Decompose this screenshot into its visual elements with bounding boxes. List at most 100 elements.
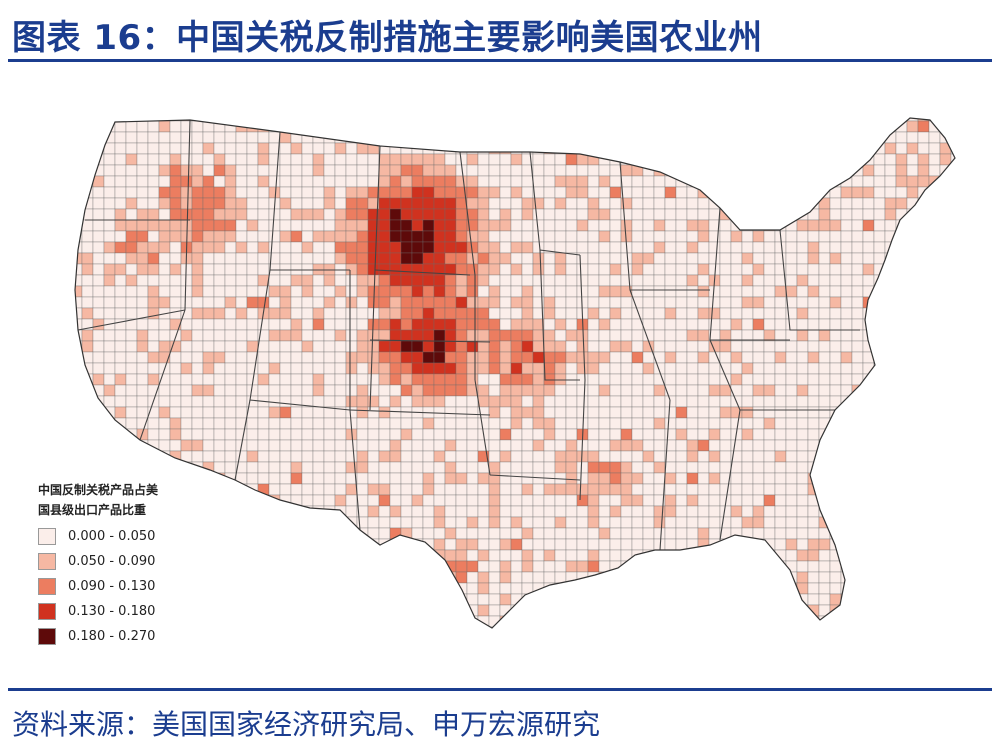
county-cell bbox=[532, 483, 545, 496]
county-cell bbox=[675, 186, 688, 199]
county-cell bbox=[884, 153, 897, 166]
county-cell bbox=[136, 241, 149, 254]
county-cell bbox=[488, 439, 501, 452]
county-cell bbox=[389, 505, 402, 518]
county-cell bbox=[565, 340, 578, 353]
county-cell bbox=[653, 230, 666, 243]
source-note: 资料来源：美国国家经济研究局、申万宏源研究 bbox=[12, 708, 601, 741]
county-cell bbox=[477, 373, 490, 386]
county-cell bbox=[466, 483, 479, 496]
county-cell bbox=[488, 494, 501, 507]
county-cell bbox=[290, 230, 303, 243]
county-cell bbox=[224, 439, 237, 452]
county-cell bbox=[466, 351, 479, 364]
county-cell bbox=[466, 197, 479, 210]
county-cell bbox=[565, 406, 578, 419]
county-cell bbox=[411, 428, 424, 441]
county-cell bbox=[543, 406, 556, 419]
county-cell bbox=[378, 263, 391, 276]
county-cell bbox=[686, 384, 699, 397]
county-cell bbox=[290, 219, 303, 232]
county-cell bbox=[235, 450, 248, 463]
county-cell bbox=[466, 505, 479, 518]
county-cell bbox=[290, 175, 303, 188]
state-boundary bbox=[539, 249, 580, 381]
county-cell bbox=[477, 274, 490, 287]
county-cell bbox=[554, 384, 567, 397]
county-cell bbox=[774, 516, 787, 529]
county-cell bbox=[290, 153, 303, 166]
county-cell bbox=[455, 516, 468, 529]
county-cell bbox=[136, 131, 149, 144]
county-cell bbox=[202, 252, 215, 265]
county-cell bbox=[323, 384, 336, 397]
county-cell bbox=[323, 483, 336, 496]
county-cell bbox=[818, 362, 831, 375]
county-cell bbox=[521, 340, 534, 353]
county-cell bbox=[169, 329, 182, 342]
county-cell bbox=[312, 296, 325, 309]
county-cell bbox=[433, 197, 446, 210]
county-cell bbox=[378, 516, 391, 529]
county-cell bbox=[455, 472, 468, 485]
county-cell bbox=[411, 241, 424, 254]
county-cell bbox=[356, 175, 369, 188]
county-cell bbox=[796, 395, 809, 408]
county-cell bbox=[807, 428, 820, 441]
county-cell bbox=[818, 384, 831, 397]
county-cell bbox=[730, 373, 743, 386]
county-cell bbox=[323, 285, 336, 298]
county-cell bbox=[136, 351, 149, 364]
county-cell bbox=[741, 373, 754, 386]
county-cell bbox=[279, 472, 292, 485]
county-cell bbox=[642, 362, 655, 375]
county-cell bbox=[653, 461, 666, 474]
county-cell bbox=[543, 274, 556, 287]
county-cell bbox=[631, 329, 644, 342]
county-cell bbox=[488, 428, 501, 441]
county-cell bbox=[389, 483, 402, 496]
county-cell bbox=[664, 241, 677, 254]
county-cell bbox=[477, 296, 490, 309]
county-cell bbox=[224, 373, 237, 386]
county-cell bbox=[862, 241, 875, 254]
county-cell bbox=[378, 461, 391, 474]
county-cell bbox=[840, 296, 853, 309]
county-cell bbox=[532, 252, 545, 265]
county-cell bbox=[521, 175, 534, 188]
county-cell bbox=[444, 417, 457, 430]
county-cell bbox=[246, 461, 259, 474]
county-cell bbox=[433, 318, 446, 331]
county-cell bbox=[378, 153, 391, 166]
county-cell bbox=[873, 208, 886, 221]
county-cell bbox=[664, 516, 677, 529]
county-cell bbox=[499, 263, 512, 276]
county-cell bbox=[466, 274, 479, 287]
county-cell bbox=[774, 384, 787, 397]
county-cell bbox=[818, 373, 831, 386]
county-cell bbox=[202, 395, 215, 408]
county-cell bbox=[587, 230, 600, 243]
state-boundary bbox=[77, 309, 186, 331]
county-cell bbox=[400, 461, 413, 474]
county-cell bbox=[477, 527, 490, 540]
county-cell bbox=[587, 505, 600, 518]
county-cell bbox=[400, 516, 413, 529]
county-cell bbox=[708, 483, 721, 496]
county-cell bbox=[180, 329, 193, 342]
county-cell bbox=[400, 197, 413, 210]
county-cell bbox=[818, 274, 831, 287]
county-cell bbox=[400, 494, 413, 507]
county-cell bbox=[356, 384, 369, 397]
county-cell bbox=[851, 208, 864, 221]
county-cell bbox=[686, 329, 699, 342]
county-cell bbox=[510, 461, 523, 474]
county-cell bbox=[521, 197, 534, 210]
county-cell bbox=[477, 505, 490, 518]
county-cell bbox=[631, 428, 644, 441]
county-cell bbox=[213, 439, 226, 452]
county-cell bbox=[664, 197, 677, 210]
county-cell bbox=[708, 527, 721, 540]
county-cell bbox=[169, 142, 182, 155]
county-cell bbox=[147, 131, 160, 144]
